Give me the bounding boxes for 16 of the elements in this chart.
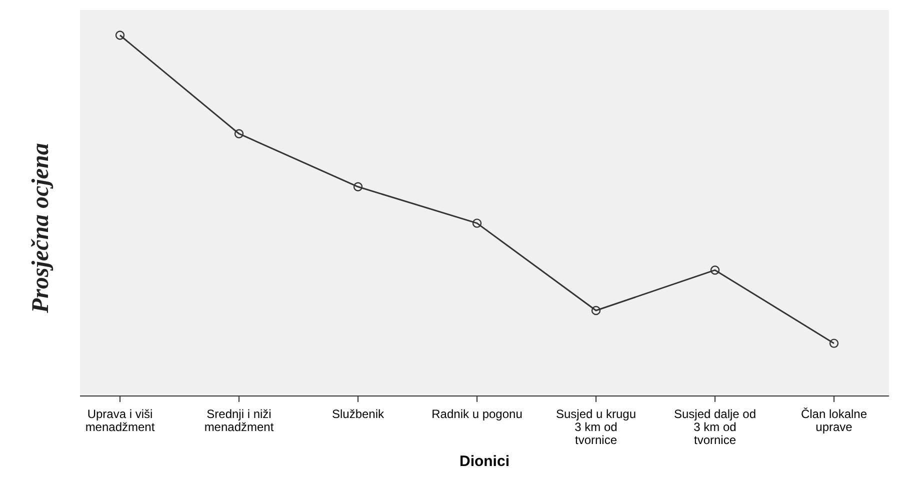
point [591,306,601,316]
x-tick-label: Uprava i viši menadžment [85,407,156,434]
x-tick-label: Službenik [332,407,386,421]
point [234,129,244,138]
point [353,182,363,192]
x-tick-label: Član lokalne uprave [800,407,868,434]
y-axis-title: Prosječna ocjena [28,143,54,314]
x-tick-label: Radnik u pogonu [432,407,522,421]
point [829,338,839,348]
x-tick-label: Srednji i niži menadžment [204,407,274,434]
x-axis-title: Dionici [459,453,510,470]
point [115,30,125,40]
x-tick-label: Susjed u krugu 3 km od tvornice [556,407,636,447]
x-tick-label: Susjed dalje od 3 km od tvornice [674,407,756,447]
point [472,218,482,228]
point [710,266,720,275]
